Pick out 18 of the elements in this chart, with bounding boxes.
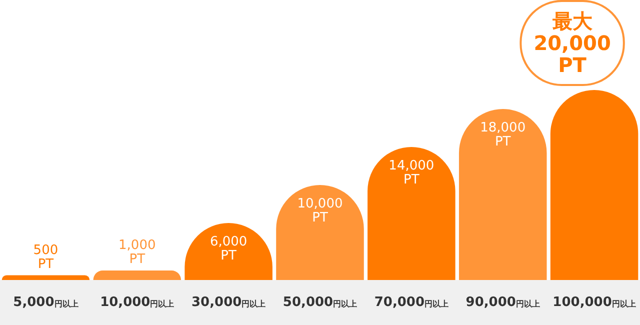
data-label: 6,000 PT: [210, 234, 248, 264]
x-tick-label: 10,000円以上: [100, 295, 174, 310]
bar: [550, 90, 638, 280]
bar: [2, 275, 90, 280]
x-tick-label: 30,000円以上: [191, 295, 266, 310]
data-label: 1,000 PT: [118, 238, 156, 267]
x-tick-label: 90,000円以上: [466, 295, 540, 310]
data-label: 10,000 PT: [297, 196, 343, 226]
x-tick-label: 100,000円以上: [552, 295, 636, 310]
data-label: 500 PT: [33, 242, 58, 272]
x-tick-label: 50,000円以上: [282, 295, 358, 310]
data-label: 18,000 PT: [480, 120, 526, 150]
x-tick-label: 70,000円以上: [374, 295, 449, 310]
bar: [458, 109, 547, 280]
bar: [93, 270, 182, 280]
x-tick-label: 5,000円以上: [13, 295, 78, 310]
data-label: 最大 20,000 PT: [534, 9, 611, 77]
data-label: 14,000 PT: [388, 158, 434, 188]
